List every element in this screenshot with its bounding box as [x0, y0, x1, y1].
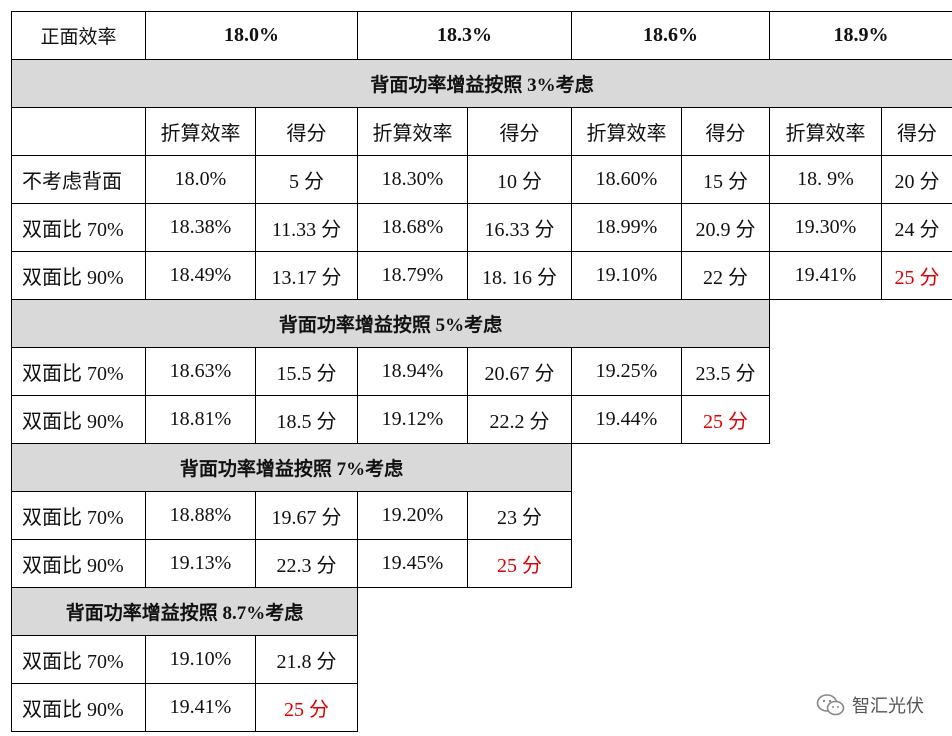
- score-cell: 23.5 分: [681, 347, 770, 396]
- score-cell: 11.33 分: [255, 203, 358, 252]
- converted-efficiency-cell: 19.41%: [769, 251, 882, 300]
- table-row: 不考虑背面 18.0% 5 分 18.30% 10 分 18.60% 15 分 18. 9% 2…: [11, 155, 952, 204]
- subheader-score: 得分: [681, 107, 770, 156]
- score-cell: 18.5 分: [255, 395, 358, 444]
- watermark-text: 智汇光伏: [852, 696, 924, 717]
- row-label: 双面比 70%: [11, 203, 146, 252]
- table-row: 双面比 70% 19.10% 21.8 分: [11, 635, 358, 684]
- score-cell: 22.2 分: [467, 395, 572, 444]
- score-cell: 15.5 分: [255, 347, 358, 396]
- section-title: 背面功率增益按照 7%考虑: [11, 443, 572, 492]
- score-cell: 5 分: [255, 155, 358, 204]
- table-row: 双面比 70% 18.88% 19.67 分 19.20% 23 分: [11, 491, 572, 540]
- front-efficiency-header: 18.0%: [145, 11, 358, 60]
- subheader-row: 折算效率 得分 折算效率 得分 折算效率 得分 折算效率 得分: [11, 107, 952, 156]
- converted-efficiency-cell: 19.30%: [769, 203, 882, 252]
- watermark: 智汇光伏: [816, 692, 924, 718]
- converted-efficiency-cell: 18.0%: [145, 155, 256, 204]
- score-cell: 25 分: [881, 251, 952, 300]
- row-label: 双面比 90%: [11, 683, 146, 732]
- subheader-blank: [11, 107, 146, 156]
- table-row: 双面比 90% 19.41% 25 分: [11, 683, 358, 732]
- subheader-efficiency: 折算效率: [357, 107, 468, 156]
- subheader-score: 得分: [467, 107, 572, 156]
- subheader-efficiency: 折算效率: [769, 107, 882, 156]
- row-label: 双面比 90%: [11, 395, 146, 444]
- converted-efficiency-cell: 19.44%: [571, 395, 682, 444]
- converted-efficiency-cell: 18.60%: [571, 155, 682, 204]
- score-cell: 20 分: [881, 155, 952, 204]
- converted-efficiency-cell: 18.30%: [357, 155, 468, 204]
- subheader-efficiency: 折算效率: [145, 107, 256, 156]
- subheader-efficiency: 折算效率: [571, 107, 682, 156]
- converted-efficiency-cell: 18.79%: [357, 251, 468, 300]
- score-cell: 18. 16 分: [467, 251, 572, 300]
- score-cell: 21.8 分: [255, 635, 358, 684]
- converted-efficiency-cell: 19.10%: [571, 251, 682, 300]
- section-title-row: 背面功率增益按照 3%考虑: [11, 59, 952, 108]
- section-title: 背面功率增益按照 3%考虑: [11, 59, 952, 108]
- section-title-row: 背面功率增益按照 8.7%考虑: [11, 587, 358, 636]
- converted-efficiency-cell: 19.25%: [571, 347, 682, 396]
- converted-efficiency-cell: 18.99%: [571, 203, 682, 252]
- table-row: 双面比 90% 19.13% 22.3 分 19.45% 25 分: [11, 539, 572, 588]
- front-efficiency-header: 18.6%: [571, 11, 770, 60]
- converted-efficiency-cell: 18.88%: [145, 491, 256, 540]
- front-efficiency-header: 18.9%: [769, 11, 952, 60]
- score-cell: 25 分: [467, 539, 572, 588]
- converted-efficiency-cell: 18.63%: [145, 347, 256, 396]
- row-label: 双面比 90%: [11, 539, 146, 588]
- score-cell: 20.9 分: [681, 203, 770, 252]
- converted-efficiency-cell: 19.41%: [145, 683, 256, 732]
- converted-efficiency-cell: 18.68%: [357, 203, 468, 252]
- converted-efficiency-cell: 19.20%: [357, 491, 468, 540]
- score-cell: 22.3 分: [255, 539, 358, 588]
- score-cell: 23 分: [467, 491, 572, 540]
- score-cell: 25 分: [681, 395, 770, 444]
- header-row: 正面效率 18.0% 18.3% 18.6% 18.9%: [11, 11, 952, 60]
- score-cell: 15 分: [681, 155, 770, 204]
- subheader-score: 得分: [255, 107, 358, 156]
- row-label: 双面比 70%: [11, 635, 146, 684]
- wechat-icon: [816, 693, 846, 717]
- score-cell: 16.33 分: [467, 203, 572, 252]
- converted-efficiency-cell: 19.13%: [145, 539, 256, 588]
- converted-efficiency-cell: 19.12%: [357, 395, 468, 444]
- converted-efficiency-cell: 19.45%: [357, 539, 468, 588]
- converted-efficiency-cell: 18.94%: [357, 347, 468, 396]
- subheader-score: 得分: [881, 107, 952, 156]
- converted-efficiency-cell: 18. 9%: [769, 155, 882, 204]
- front-efficiency-header: 18.3%: [357, 11, 572, 60]
- score-cell: 24 分: [881, 203, 952, 252]
- table-row: 双面比 70% 18.38% 11.33 分 18.68% 16.33 分 18.99% 2…: [11, 203, 952, 252]
- row-label: 双面比 70%: [11, 347, 146, 396]
- score-cell: 13.17 分: [255, 251, 358, 300]
- table-row: 双面比 70% 18.63% 15.5 分 18.94% 20.67 分 19.25% 23…: [11, 347, 770, 396]
- score-cell: 20.67 分: [467, 347, 572, 396]
- table-row: 双面比 90% 18.49% 13.17 分 18.79% 18. 16 分 19.10%…: [11, 251, 952, 300]
- score-cell: 25 分: [255, 683, 358, 732]
- score-cell: 19.67 分: [255, 491, 358, 540]
- row-label: 双面比 90%: [11, 251, 146, 300]
- converted-efficiency-cell: 18.49%: [145, 251, 256, 300]
- section-title-row: 背面功率增益按照 7%考虑: [11, 443, 572, 492]
- section-title: 背面功率增益按照 8.7%考虑: [11, 587, 358, 636]
- converted-efficiency-cell: 18.38%: [145, 203, 256, 252]
- row-label: 不考虑背面: [11, 155, 146, 204]
- converted-efficiency-cell: 18.81%: [145, 395, 256, 444]
- row-label: 双面比 70%: [11, 491, 146, 540]
- score-cell: 22 分: [681, 251, 770, 300]
- section-title-row: 背面功率增益按照 5%考虑: [11, 299, 770, 348]
- header-label: 正面效率: [11, 11, 146, 60]
- converted-efficiency-cell: 19.10%: [145, 635, 256, 684]
- table-row: 双面比 90% 18.81% 18.5 分 19.12% 22.2 分 19.44% 25 …: [11, 395, 770, 444]
- section-title: 背面功率增益按照 5%考虑: [11, 299, 770, 348]
- score-cell: 10 分: [467, 155, 572, 204]
